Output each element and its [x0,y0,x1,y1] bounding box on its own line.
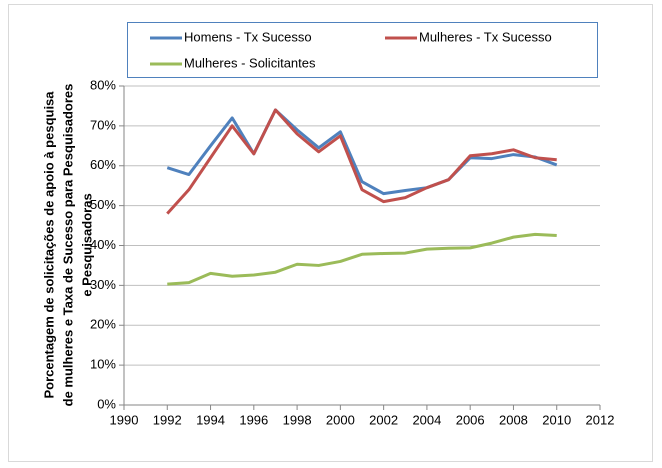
x-tick-label: 2008 [499,412,528,427]
x-tick-label: 1990 [110,412,139,427]
y-tick-label: 50% [90,197,116,212]
x-tick-label: 2002 [369,412,398,427]
legend-label: Mulheres - Tx Sucesso [419,29,552,44]
y-axis-title: Porcentagem de solicitações de apoio à p… [41,84,94,407]
x-tick-label: 1992 [153,412,182,427]
x-tick-label: 2000 [326,412,355,427]
y-tick-label: 20% [90,317,116,332]
series-line [166,108,557,215]
y-tick-label: 70% [90,117,116,132]
series-line [167,232,557,286]
x-tick-label: 1998 [283,412,312,427]
y-tick-label: 0% [97,396,116,411]
y-tick-label: 40% [90,237,116,252]
legend-label: Homens - Tx Sucesso [184,29,312,44]
y-axis-title-line: Porcentagem de solicitações de apoio à p… [41,91,56,399]
x-tick-label: 1994 [196,412,225,427]
y-tick-label: 80% [90,77,116,92]
y-tick-label: 60% [90,157,116,172]
x-tick-label: 2006 [456,412,485,427]
x-tick-label: 1996 [239,412,268,427]
y-axis-title-line: de mulheres e Taxa de Sucesso para Pesqu… [60,84,75,407]
y-tick-label: 30% [90,277,116,292]
x-tick-label: 2010 [542,412,571,427]
series-line [166,108,558,196]
y-tick-label: 10% [90,357,116,372]
legend-box [127,22,598,78]
y-axis-title-line: e Pesquisadoras [79,193,94,296]
x-tick-label: 2004 [412,412,441,427]
x-tick-label: 2012 [586,412,615,427]
legend-label: Mulheres - Solicitantes [184,55,316,70]
chart-frame [8,4,653,462]
